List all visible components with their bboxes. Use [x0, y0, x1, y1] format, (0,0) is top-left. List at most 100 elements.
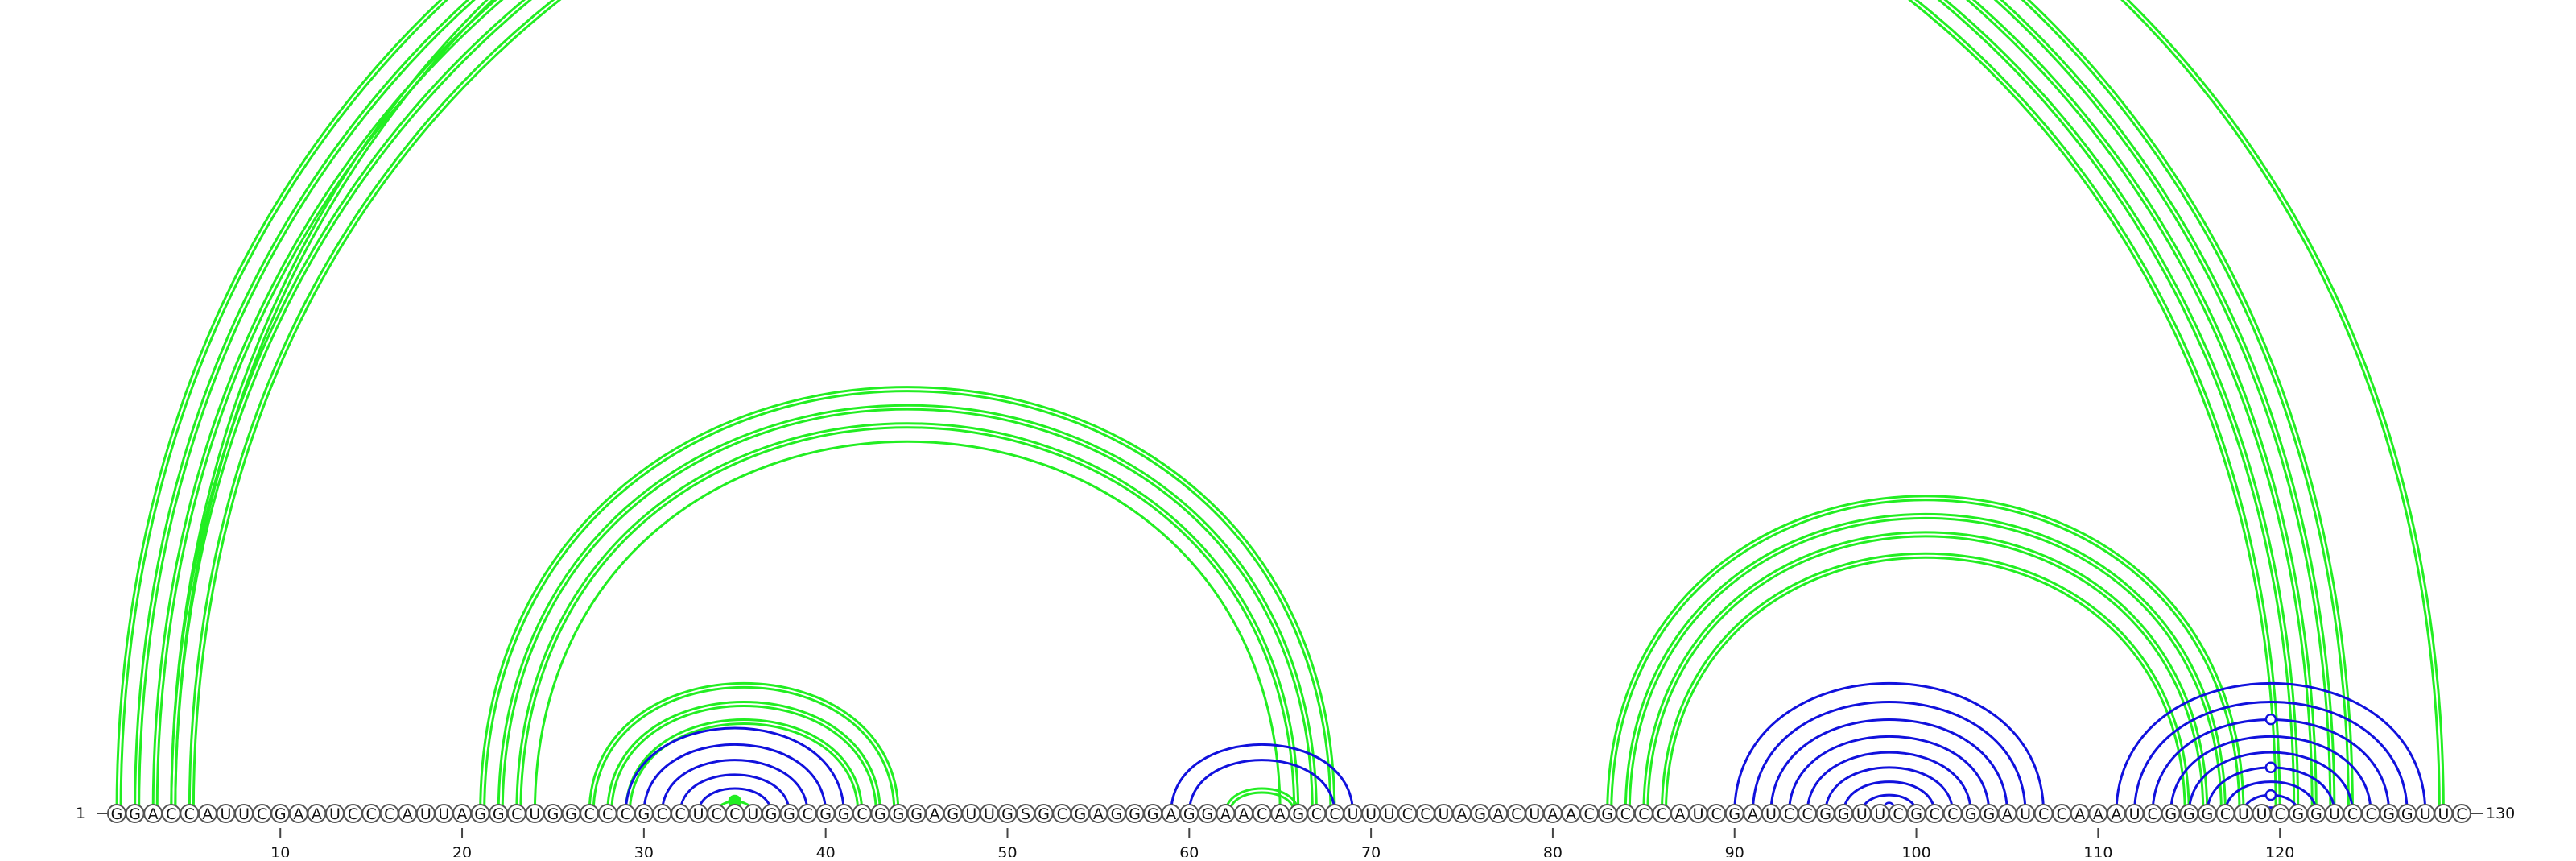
base-72: C	[1397, 804, 1418, 823]
base-80: A	[1542, 804, 1563, 823]
base-letter: U	[965, 805, 976, 823]
base-letter: C	[857, 805, 867, 823]
base-50: G	[997, 804, 1018, 823]
base-letter: A	[2111, 805, 2121, 823]
arc-inner-line-23-66	[519, 426, 1296, 814]
arc-117-122	[2223, 780, 2318, 814]
base-118: U	[2234, 804, 2254, 823]
tick-label: 10	[270, 844, 290, 857]
base-letter: G	[1147, 805, 1159, 823]
base-60: G	[1179, 804, 1199, 823]
base-119: U	[2252, 804, 2272, 823]
base-29: C	[616, 804, 636, 823]
base-33: U	[688, 804, 708, 823]
base-27: C	[580, 804, 600, 823]
base-letter: U	[1348, 805, 1359, 823]
base-letter: C	[1929, 805, 1939, 823]
base-letter: G	[1819, 805, 1831, 823]
base-letter: C	[602, 805, 613, 823]
base-16: C	[379, 804, 399, 823]
base-115: G	[2179, 804, 2199, 823]
base-99: C	[1888, 804, 1908, 823]
base-letter: G	[2183, 805, 2195, 823]
base-127: G	[2397, 804, 2417, 823]
base-letter: A	[1566, 805, 1576, 823]
base-51: S	[1016, 804, 1036, 823]
arc-30-40	[642, 743, 828, 814]
arc-62-66	[1224, 787, 1300, 814]
base-69: U	[1343, 804, 1363, 823]
base-3: A	[143, 804, 163, 823]
base-68: C	[1324, 804, 1344, 823]
base-39: C	[798, 804, 818, 823]
base-letter: C	[2220, 805, 2231, 823]
base-letter: U	[747, 805, 758, 823]
base-letter: G	[947, 805, 959, 823]
base-106: U	[2016, 804, 2036, 823]
base-86: C	[1652, 804, 1672, 823]
base-77: A	[1488, 804, 1509, 823]
base-112: U	[2124, 804, 2145, 823]
tick-label: 30	[634, 844, 654, 857]
arc-28-43	[606, 701, 881, 814]
sequence-start-label: 1	[76, 805, 85, 822]
base-59: A	[1161, 804, 1181, 823]
base-5: C	[180, 804, 200, 823]
base-letter: U	[2329, 805, 2340, 823]
base-65: A	[1270, 804, 1290, 823]
base-letter: C	[1511, 805, 1521, 823]
base-15: C	[361, 804, 382, 823]
arc-inner-line-62-66	[1228, 791, 1296, 814]
base-letter: U	[439, 805, 450, 823]
arc-2-123	[134, 0, 2336, 814]
arc-inner-line-4-129	[174, 0, 2441, 814]
base-letter: U	[221, 805, 232, 823]
base-123: U	[2324, 804, 2344, 823]
base-58: G	[1143, 804, 1163, 823]
base-43: G	[870, 804, 890, 823]
arc-31-39	[660, 759, 809, 814]
base-letter: G	[1183, 805, 1195, 823]
base-78: C	[1506, 804, 1526, 823]
base-letter: U	[238, 805, 250, 823]
arc-inner-line-21-68	[483, 390, 1332, 814]
base-letter: G	[638, 805, 650, 823]
arc-83-118	[1606, 495, 2245, 814]
base-letter: C	[1711, 805, 1722, 823]
base-120: C	[2270, 804, 2290, 823]
base-letter: U	[1438, 805, 1449, 823]
base-96: G	[1834, 804, 1854, 823]
base-letter: G	[1202, 805, 1214, 823]
base-letter: A	[1457, 805, 1468, 823]
base-letter: U	[2420, 805, 2431, 823]
base-letter: C	[675, 805, 685, 823]
arc-inner-line-5-120	[192, 0, 2277, 814]
base-letter: A	[1547, 805, 1558, 823]
base-124: C	[2343, 804, 2363, 823]
base-128: U	[2415, 804, 2435, 823]
base-letter: A	[312, 805, 322, 823]
arc-112-127	[2133, 701, 2409, 814]
base-letter: A	[1748, 805, 1758, 823]
base-letter: G	[2165, 805, 2177, 823]
base-56: G	[1106, 804, 1126, 823]
base-89: C	[1707, 804, 1727, 823]
arc-111-128	[2115, 682, 2427, 814]
base-letter: U	[1384, 805, 1395, 823]
base-letter: C	[2275, 805, 2285, 823]
base-117: C	[2215, 804, 2235, 823]
base-letter: U	[1765, 805, 1777, 823]
base-105: A	[1997, 804, 2017, 823]
base-circle	[2452, 804, 2471, 823]
base-letter: U	[1529, 805, 1540, 823]
base-letter: G	[2383, 805, 2395, 823]
base-19: U	[434, 804, 454, 823]
base-53: C	[1052, 804, 1072, 823]
base-letter: C	[2057, 805, 2067, 823]
base-letter: C	[1657, 805, 1667, 823]
tick-label: 50	[997, 844, 1017, 857]
base-102: C	[1942, 804, 1963, 823]
base-letter: G	[493, 805, 505, 823]
